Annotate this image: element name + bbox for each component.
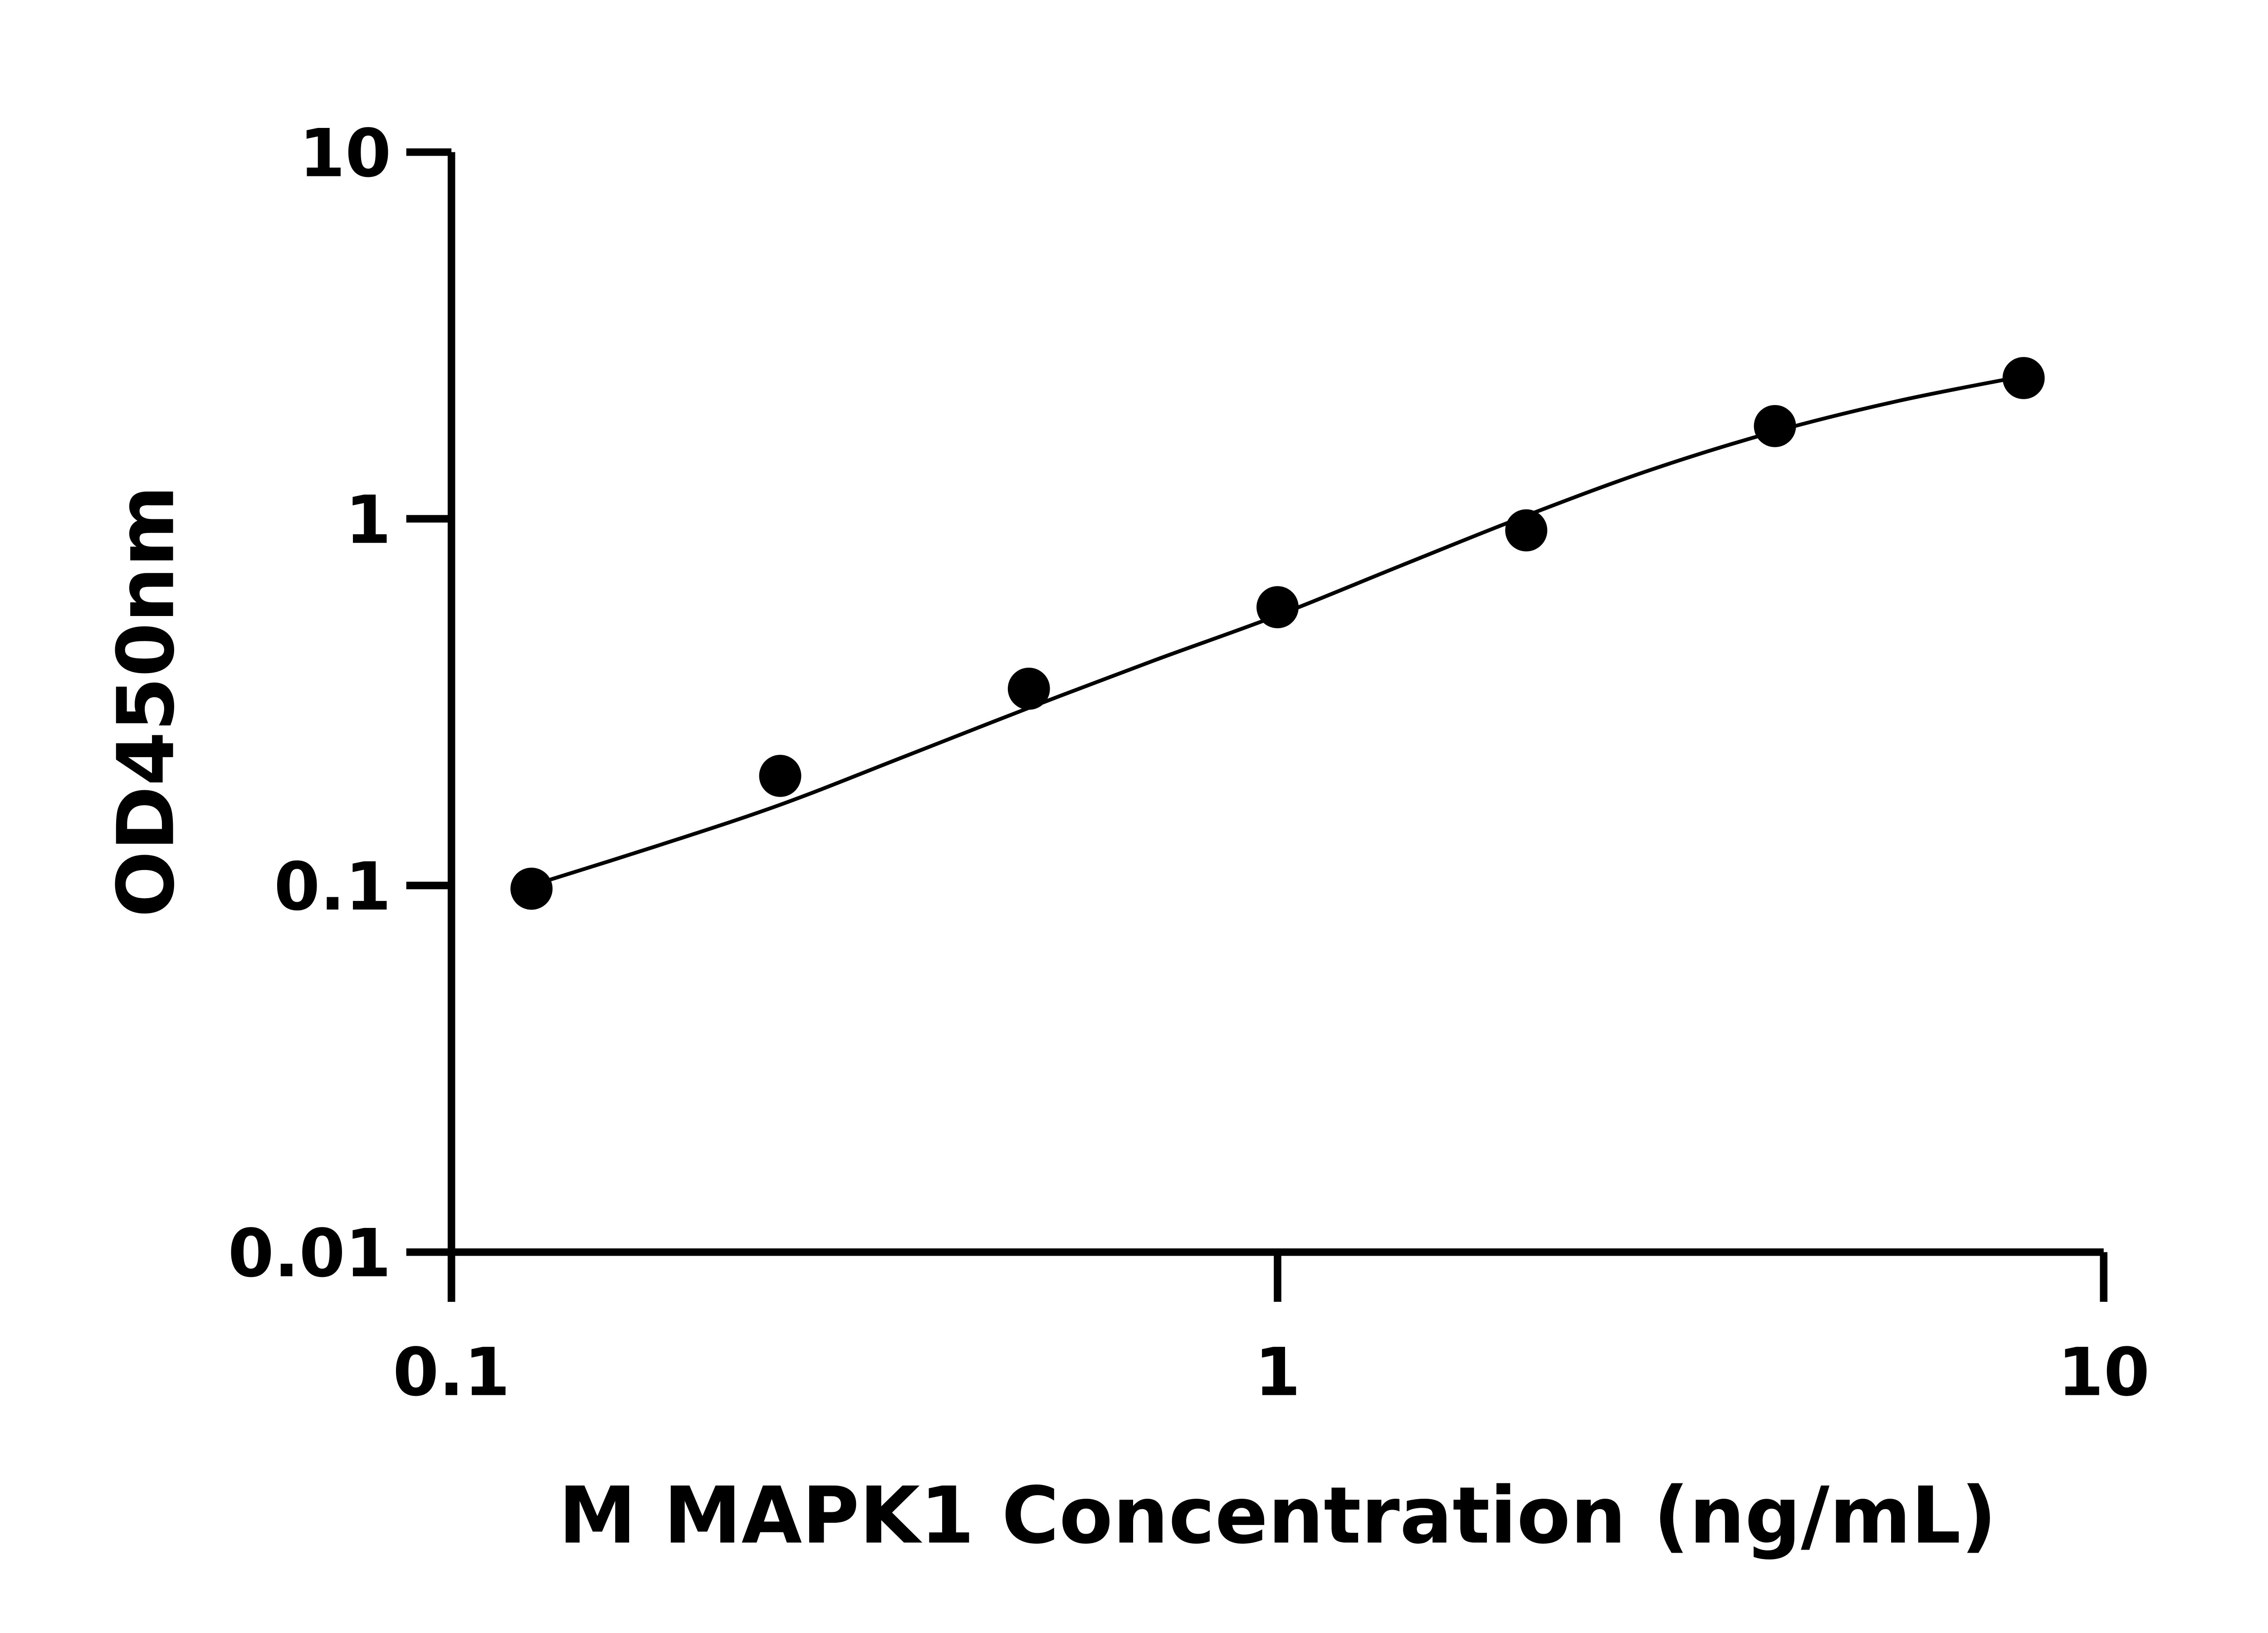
y-axis-title: OD450nm (101, 485, 192, 917)
data-point (1505, 509, 1548, 552)
data-point (1256, 586, 1299, 629)
data-point (1754, 405, 1796, 447)
y-tick-label: 0.1 (274, 849, 391, 925)
y-tick-label: 0.01 (228, 1215, 391, 1292)
data-point (510, 867, 553, 910)
x-tick-label: 1 (1255, 1335, 1301, 1411)
data-point (1007, 667, 1050, 710)
fit-curve (531, 374, 2024, 888)
data-point (2002, 357, 2045, 399)
x-tick-label: 0.1 (393, 1335, 510, 1411)
x-axis-title: M MAPK1 Concentration (ng/mL) (558, 1470, 1997, 1561)
y-tick-label: 1 (345, 482, 391, 559)
y-tick-label: 10 (299, 115, 391, 192)
x-tick-label: 10 (2058, 1335, 2150, 1411)
data-points (510, 357, 2045, 910)
data-point (759, 755, 802, 797)
